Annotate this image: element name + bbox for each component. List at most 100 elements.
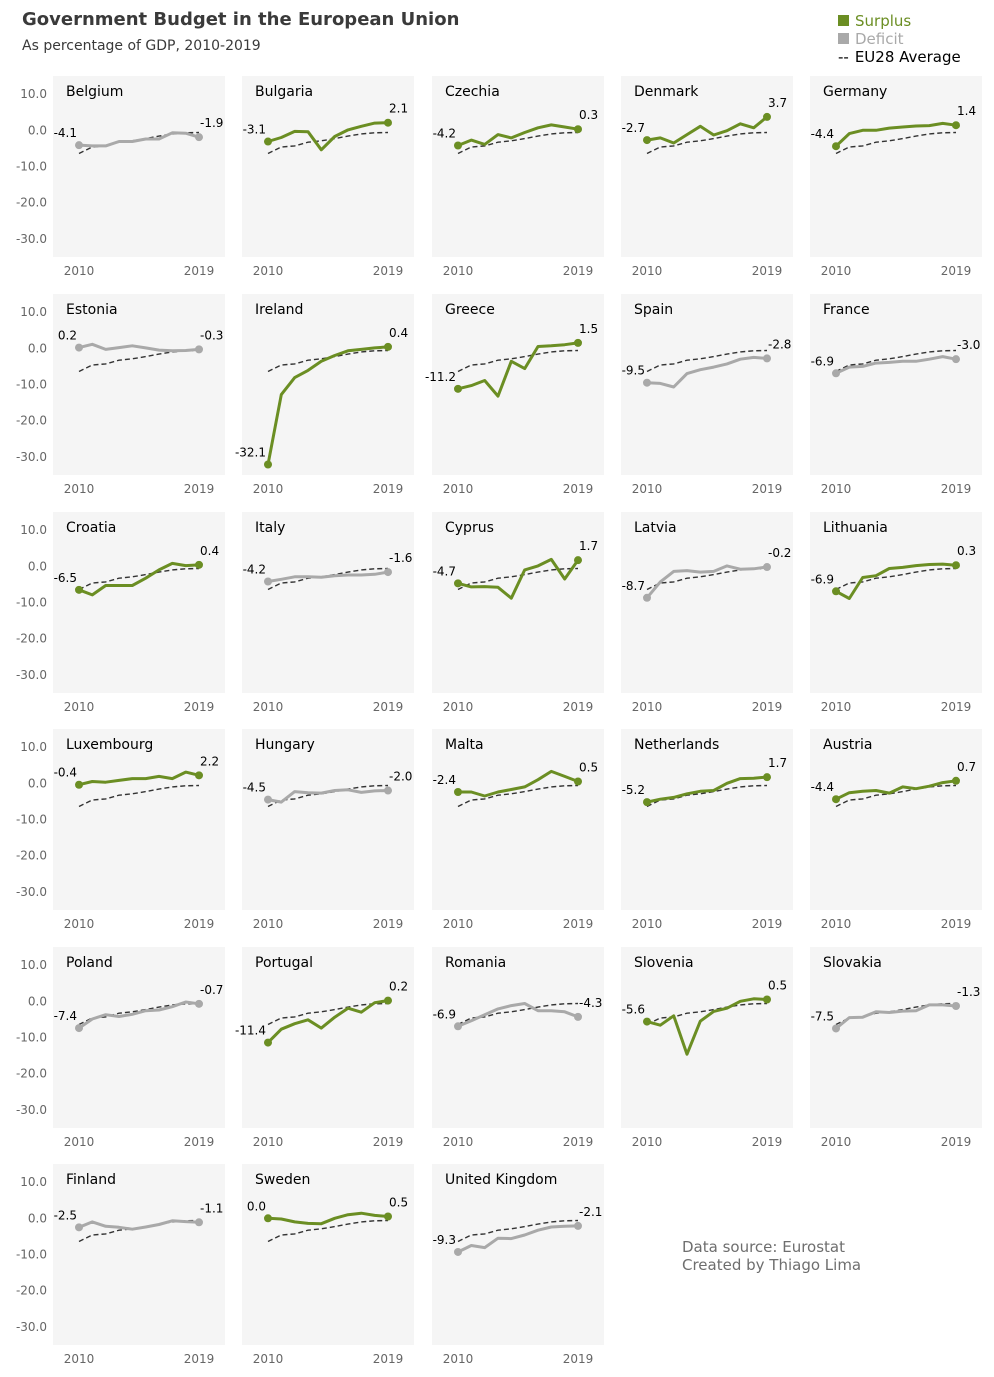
x-tick-label: 2019 [752,917,783,931]
end-point [574,125,582,134]
end-point [384,568,392,577]
y-tick-label: -10.0 [16,378,47,392]
panel-title: Greece [445,302,495,318]
legend-item-deficit: Deficit [838,30,961,48]
panel-title: Lithuania [823,520,888,536]
series-line [834,121,957,148]
x-tick-label: 2010 [443,1135,474,1149]
y-tick-label: 0.0 [28,341,47,355]
end-value-label: 0.3 [579,108,598,122]
panel-background [53,76,225,257]
legend-item-average: -- EU28 Average [838,48,961,66]
start-value-label: -4.7 [433,564,456,578]
x-tick-label: 2019 [941,700,972,714]
x-tick-label: 2019 [941,264,972,278]
x-tick-label: 2019 [941,1135,972,1149]
panel-title: Netherlands [634,737,719,753]
series-line [646,115,768,145]
x-tick-label: 2010 [64,700,95,714]
start-point [454,1022,462,1031]
x-tick-label: 2019 [563,1135,594,1149]
panel-title: France [823,302,870,318]
start-value-label: -5.6 [622,1003,645,1017]
start-point [454,384,462,393]
y-tick-label: -10.0 [16,1031,47,1045]
legend-deficit-label: Deficit [855,30,904,48]
y-tick-label: -30.0 [16,1320,47,1334]
start-value-label: -6.9 [811,354,834,368]
start-point [832,587,840,596]
start-point [75,141,83,150]
x-tick-label: 2010 [253,1352,284,1366]
series-line [458,769,579,798]
end-point [952,121,960,130]
panel-background [432,294,604,475]
x-tick-label: 2010 [632,482,663,496]
x-tick-label: 2019 [563,700,594,714]
y-tick-label: -10.0 [16,160,47,174]
end-value-label: -4.3 [579,996,602,1010]
y-tick-label: -20.0 [16,632,47,646]
end-point [763,112,771,121]
end-value-label: 2.2 [200,754,219,768]
panel-background [810,512,982,693]
end-value-label: -1.6 [389,551,412,565]
start-point [643,593,651,602]
end-value-label: 0.3 [957,544,976,558]
panel-background [53,947,225,1128]
x-tick-label: 2010 [443,700,474,714]
series-line [645,564,768,599]
start-value-label: -2.4 [433,773,456,787]
panel-background [810,294,982,475]
panel-title: Sweden [255,1172,310,1188]
panel-title: Denmark [634,84,699,100]
x-tick-label: 2010 [253,482,284,496]
x-tick-label: 2019 [752,700,783,714]
start-value-label: -9.3 [433,1233,456,1247]
chart-title: Government Budget in the European Union [22,9,460,30]
panel-title: Spain [634,302,673,318]
start-value-label: -4.2 [433,127,456,141]
start-point [643,798,651,807]
x-tick-label: 2019 [184,700,215,714]
end-value-label: 0.2 [389,980,408,994]
y-tick-label: -10.0 [16,596,47,610]
y-tick-label: 10.0 [20,305,47,319]
x-tick-label: 2010 [632,1135,663,1149]
start-point [832,369,840,378]
start-point [643,378,651,387]
start-value-label: -4.5 [243,781,266,795]
start-value-label: -32.1 [235,446,266,460]
panel-background [242,729,414,910]
y-tick-label: 10.0 [20,740,47,754]
end-point [574,556,582,565]
x-tick-label: 2019 [184,482,215,496]
panel-background [432,947,604,1128]
x-tick-label: 2010 [253,264,284,278]
series-line [266,999,389,1044]
x-tick-label: 2010 [632,700,663,714]
x-tick-label: 2019 [373,700,404,714]
start-value-label: -4.2 [243,563,266,577]
panel-title: Latvia [634,520,677,536]
start-point [264,1038,272,1047]
y-tick-label: -10.0 [16,1248,47,1262]
y-tick-label: 0.0 [28,123,47,137]
start-value-label: -7.4 [54,1009,77,1023]
y-tick-label: -20.0 [16,849,47,863]
dashed-line-icon: -- [838,48,849,66]
start-point [75,780,83,789]
end-value-label: 1.5 [579,322,598,336]
series-line [835,779,957,801]
x-tick-label: 2019 [941,482,972,496]
series-line [267,788,389,804]
start-point [264,795,272,804]
end-value-label: -1.9 [200,116,223,130]
start-point [264,1214,272,1223]
panel-title: Croatia [66,520,116,536]
start-value-label: -7.5 [811,1009,834,1023]
x-tick-label: 2010 [821,482,852,496]
x-tick-label: 2010 [443,264,474,278]
y-tick-label: 10.0 [20,87,47,101]
y-tick-label: -10.0 [16,813,47,827]
